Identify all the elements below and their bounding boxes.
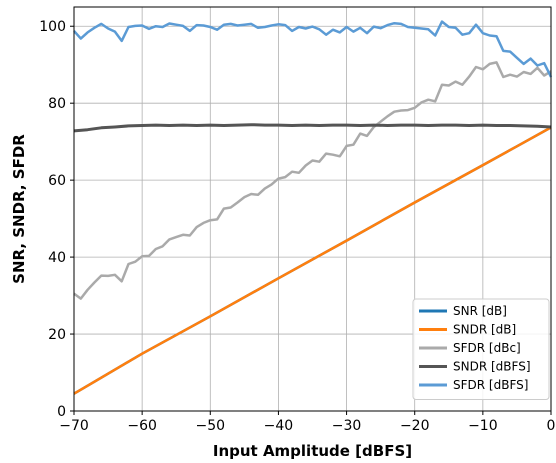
series-line-3 — [73, 123, 552, 133]
y-tick-label: 40 — [48, 250, 66, 266]
y-axis-label: SNR, SNDR, SFDR — [10, 134, 28, 284]
x-tick-label: −50 — [196, 418, 226, 434]
legend: SNR [dB] SNDR [dB] SFDR [dBc] SNDR [dBFS] SF… — [412, 298, 550, 400]
series-layer — [73, 20, 553, 395]
legend-label: SFDR [dBc] — [453, 341, 521, 355]
x-tick-label: −70 — [59, 418, 89, 434]
x-tick-label: −60 — [127, 418, 157, 434]
y-tick-label: 0 — [57, 404, 66, 420]
y-tick-label: 80 — [48, 96, 66, 112]
legend-box — [412, 298, 550, 400]
legend-label: SNDR [dB] — [453, 323, 516, 337]
axis-ticks: −70 −60 −50 −40 −30 −20 −10 0 0 20 40 60 80 100 — [39, 19, 555, 434]
legend-label: SNR [dB] — [453, 304, 507, 318]
x-tick-label: 0 — [547, 418, 556, 434]
series-line-4 — [73, 20, 553, 78]
y-tick-label: 60 — [48, 173, 66, 189]
x-tick-label: −40 — [264, 418, 294, 434]
legend-label: SNDR [dBFS] — [453, 360, 531, 374]
y-tick-label: 100 — [39, 19, 66, 35]
x-axis-label: Input Amplitude [dBFS] — [213, 442, 412, 460]
legend-label: SFDR [dBFS] — [453, 378, 528, 392]
x-tick-label: −10 — [468, 418, 498, 434]
x-tick-label: −30 — [332, 418, 362, 434]
plot-frame — [73, 6, 552, 412]
series-line-1 — [73, 126, 552, 395]
x-tick-label: −20 — [400, 418, 430, 434]
y-tick-label: 20 — [48, 327, 66, 343]
series-line-2 — [73, 61, 552, 300]
